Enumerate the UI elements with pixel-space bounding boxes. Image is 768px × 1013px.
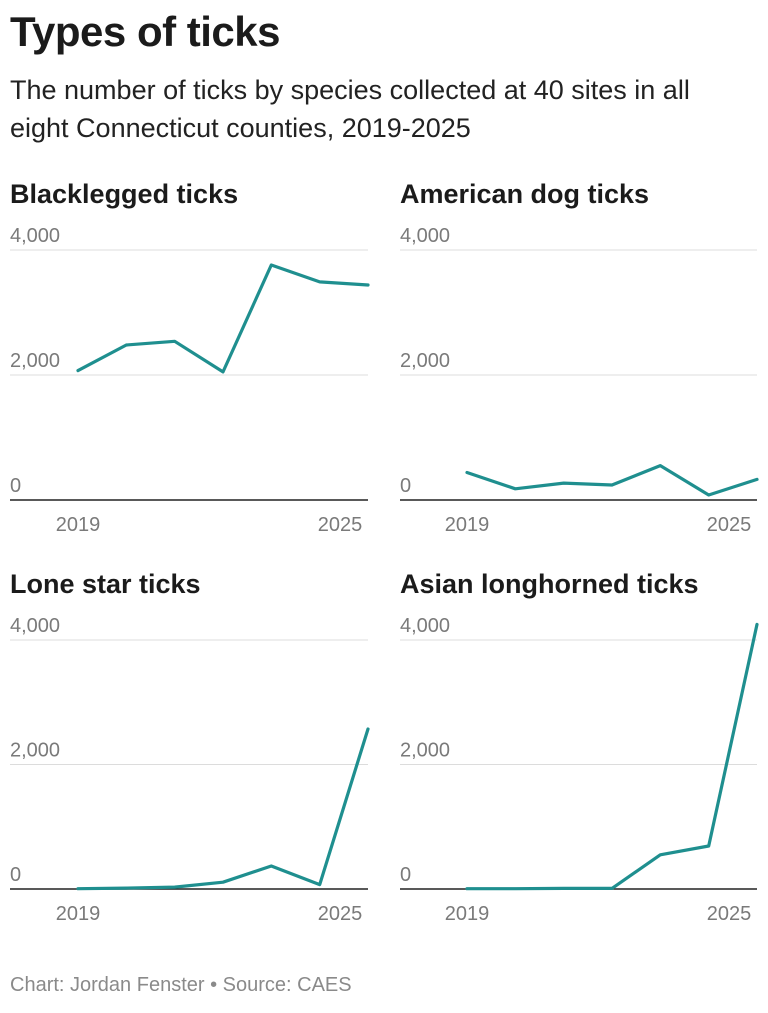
- x-tick-label-blacklegged-ticks: 2025: [318, 514, 363, 536]
- series-line-lone-star-ticks: [76, 727, 370, 891]
- y-tick-label-asian-longhorned-ticks: 0: [400, 864, 411, 886]
- y-tick-label-lone-star-ticks: 2,000: [10, 740, 60, 762]
- y-tick-label-blacklegged-ticks: 2,000: [10, 350, 60, 372]
- x-tick-label-blacklegged-ticks: 2019: [56, 514, 101, 536]
- panel-title-lone-star-ticks: Lone star ticks: [10, 569, 201, 599]
- x-tick-label-american-dog-ticks: 2019: [445, 514, 490, 536]
- panel-title-blacklegged-ticks: Blacklegged ticks: [10, 179, 238, 209]
- panel-title-asian-longhorned-ticks: Asian longhorned ticks: [400, 569, 699, 599]
- panel-lone-star-ticks: Lone star ticks 4,000 2,000 0 2019 2025: [10, 569, 370, 925]
- series-line-american-dog-ticks: [465, 464, 759, 497]
- panel-title-american-dog-ticks: American dog ticks: [400, 179, 649, 209]
- x-tick-label-asian-longhorned-ticks: 2019: [445, 903, 490, 925]
- y-tick-label-american-dog-ticks: 0: [400, 475, 411, 497]
- x-tick-label-lone-star-ticks: 2019: [56, 903, 101, 925]
- x-tick-label-american-dog-ticks: 2025: [707, 514, 752, 536]
- y-tick-label-asian-longhorned-ticks: 2,000: [400, 740, 450, 762]
- page-subtitle: The number of ticks by species collected…: [10, 75, 690, 143]
- chart-credit: Chart: Jordan Fenster • Source: CAES: [10, 974, 352, 996]
- y-tick-label-blacklegged-ticks: 4,000: [10, 225, 60, 247]
- y-tick-label-lone-star-ticks: 4,000: [10, 615, 60, 637]
- y-tick-label-lone-star-ticks: 0: [10, 864, 21, 886]
- y-tick-label-american-dog-ticks: 2,000: [400, 350, 450, 372]
- panel-blacklegged-ticks: Blacklegged ticks 4,000 2,000 0 2019 2025: [10, 179, 370, 536]
- page-title: Types of ticks: [10, 8, 280, 55]
- panel-american-dog-ticks: American dog ticks 4,000 2,000 0 2019 2025: [400, 179, 759, 536]
- series-line-blacklegged-ticks: [76, 263, 370, 374]
- y-tick-label-asian-longhorned-ticks: 4,000: [400, 615, 450, 637]
- panel-asian-longhorned-ticks: Asian longhorned ticks 4,000 2,000 0 2019 202…: [400, 569, 759, 925]
- y-tick-label-american-dog-ticks: 4,000: [400, 225, 450, 247]
- y-tick-label-blacklegged-ticks: 0: [10, 475, 21, 497]
- x-tick-label-asian-longhorned-ticks: 2025: [707, 903, 752, 925]
- x-tick-label-lone-star-ticks: 2025: [318, 903, 363, 925]
- series-line-asian-longhorned-ticks: [465, 622, 759, 891]
